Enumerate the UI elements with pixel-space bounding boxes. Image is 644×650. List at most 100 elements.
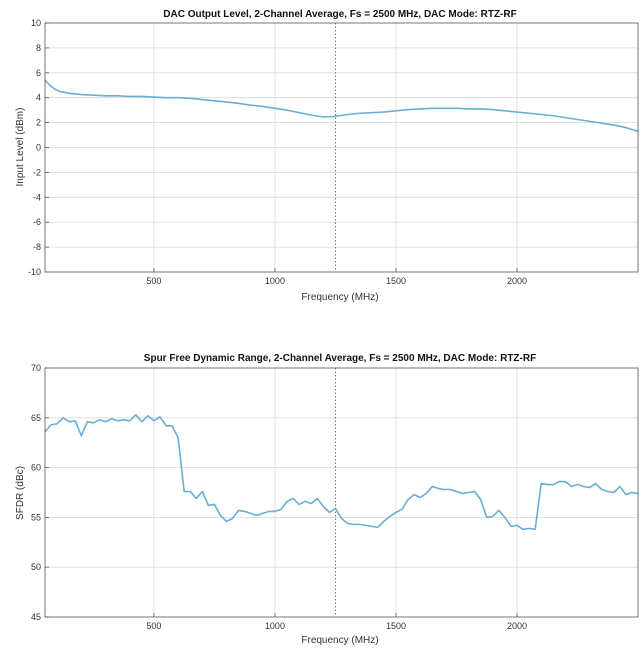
data-point (238, 102, 240, 104)
y-tick-label: -2 (33, 167, 41, 177)
x-axis-label: Frequency (MHz) (301, 635, 378, 645)
data-point (546, 483, 548, 486)
data-point (558, 480, 560, 483)
y-tick-label: 70 (31, 363, 41, 373)
data-point (177, 437, 179, 439)
data-point (588, 486, 591, 489)
data-point (231, 517, 234, 519)
y-tick-label: 45 (31, 612, 41, 622)
data-point (359, 112, 361, 114)
data-point (189, 490, 191, 493)
y-tick-label: 8 (36, 43, 41, 53)
data-point (322, 116, 324, 118)
chart-title: Spur Free Dynamic Range, 2-Channel Avera… (144, 353, 536, 364)
data-point (480, 108, 482, 110)
data-point (570, 485, 573, 488)
data-point (353, 523, 355, 525)
data-point (582, 485, 585, 488)
data-point (328, 511, 330, 514)
data-point (80, 93, 82, 96)
data-point (256, 514, 258, 517)
data-point (516, 524, 518, 526)
x-axis-label: Frequency (MHz) (301, 292, 378, 303)
data-point (340, 517, 343, 519)
data-point (165, 97, 167, 99)
data-point (346, 113, 349, 116)
data-point (619, 485, 621, 488)
data-point (564, 117, 566, 119)
y-tick-label: -8 (33, 242, 41, 252)
data-point (280, 508, 282, 511)
data-point (407, 108, 409, 111)
y-tick-label: 10 (31, 18, 41, 28)
data-point (613, 124, 615, 126)
data-point (359, 523, 361, 525)
data-point (92, 94, 95, 96)
data-point (98, 419, 101, 421)
data-point (443, 488, 445, 491)
data-point (371, 525, 373, 527)
data-point (455, 490, 458, 493)
data-point (110, 418, 113, 420)
plot-frame (44, 22, 639, 273)
data-point (219, 514, 222, 517)
data-point (613, 491, 615, 494)
data-point (492, 515, 494, 518)
data-point (201, 490, 203, 493)
data-point (625, 493, 627, 496)
data-point (298, 503, 300, 506)
data-point (80, 435, 82, 437)
data-point (262, 512, 264, 515)
data-point (528, 527, 530, 529)
data-point (588, 120, 591, 122)
data-point (401, 508, 403, 511)
data-point (455, 107, 458, 109)
data-point (552, 483, 554, 486)
data-point (461, 492, 464, 495)
data-point (49, 84, 51, 86)
data-point (153, 420, 155, 422)
data-point (540, 482, 542, 485)
data-point (564, 480, 566, 483)
data-point (62, 417, 64, 419)
data-point (310, 502, 312, 505)
y-tick-label: -10 (28, 267, 41, 277)
data-point (286, 500, 288, 503)
x-tick-label: 1000 (265, 621, 285, 631)
data-point (474, 490, 476, 493)
data-point (310, 114, 312, 116)
data-point (213, 100, 216, 102)
y-tick-label: 0 (36, 143, 41, 153)
data-point (607, 490, 609, 493)
data-point (467, 491, 470, 494)
data-point (268, 510, 270, 513)
data-point (540, 113, 542, 116)
y-tick-label: 60 (31, 463, 41, 473)
data-point (147, 415, 149, 417)
data-point (576, 483, 579, 486)
data-point (431, 107, 433, 109)
x-tick-label: 1500 (386, 621, 406, 631)
x-tick-label: 500 (146, 621, 161, 631)
data-point (395, 110, 397, 112)
data-point (625, 126, 627, 129)
data-point (86, 421, 88, 423)
data-point (480, 498, 482, 501)
data-point (298, 112, 300, 114)
data-point (92, 422, 95, 424)
data-point (467, 108, 470, 110)
data-point (117, 95, 119, 97)
data-point (334, 115, 337, 117)
data-point (56, 423, 58, 425)
data-point (165, 425, 167, 427)
x-tick-label: 1500 (386, 276, 406, 286)
y-tick-label: -4 (33, 192, 41, 202)
data-point (601, 122, 603, 124)
data-point (419, 496, 421, 499)
plot-frame (44, 367, 639, 618)
data-point (383, 111, 385, 113)
data-point (601, 488, 603, 491)
data-point (250, 512, 252, 515)
data-point (576, 118, 579, 121)
data-point (407, 498, 409, 501)
